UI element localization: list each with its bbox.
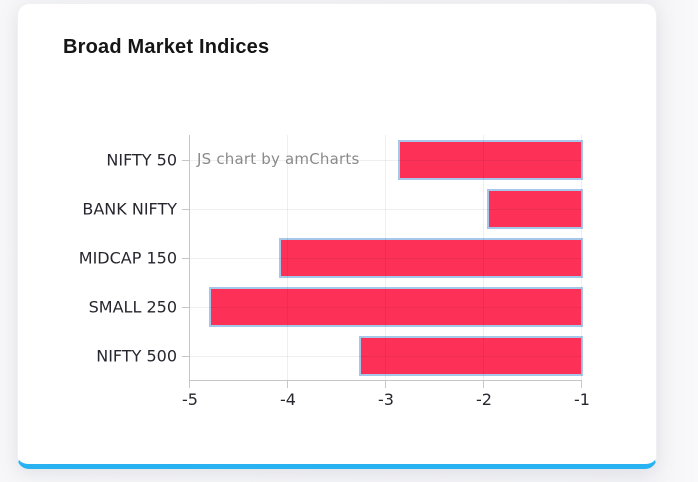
bar[interactable] [208,286,583,327]
y-axis-tick [182,355,190,357]
x-axis-tick [581,380,582,388]
category-label: NIFTY 500 [96,346,177,365]
category-label: BANK NIFTY [82,199,177,218]
x-axis-label: -2 [476,390,492,409]
card-title: Broad Market Indices [63,36,270,58]
x-axis-tick [287,380,288,388]
x-axis-tick [189,380,190,388]
x-axis-label: -4 [280,390,296,409]
y-axis-tick [182,159,190,161]
bar[interactable] [279,237,583,278]
amcharts-watermark-link[interactable]: JS chart by amCharts [197,150,360,168]
plot-area: JS chart by amCharts -5 -4 -3 -2 -1 NIFTY 50 B… [79,135,590,409]
market-indices-card: Broad Market Indices JS chart by amChart… [17,3,657,469]
bar[interactable] [358,335,583,376]
category-label: NIFTY 50 [106,150,177,169]
y-axis-tick [182,306,190,308]
bar[interactable] [486,188,583,229]
x-axis-tick [483,380,484,388]
x-axis-label: -1 [574,390,590,409]
y-axis-tick [182,257,190,259]
x-axis-tick [385,380,386,388]
bar[interactable] [397,139,583,180]
x-axis-label: -3 [378,390,394,409]
y-axis-tick [182,208,190,210]
x-axis-label: -5 [182,390,198,409]
category-label: MIDCAP 150 [78,248,177,267]
category-label: SMALL 250 [88,297,177,316]
